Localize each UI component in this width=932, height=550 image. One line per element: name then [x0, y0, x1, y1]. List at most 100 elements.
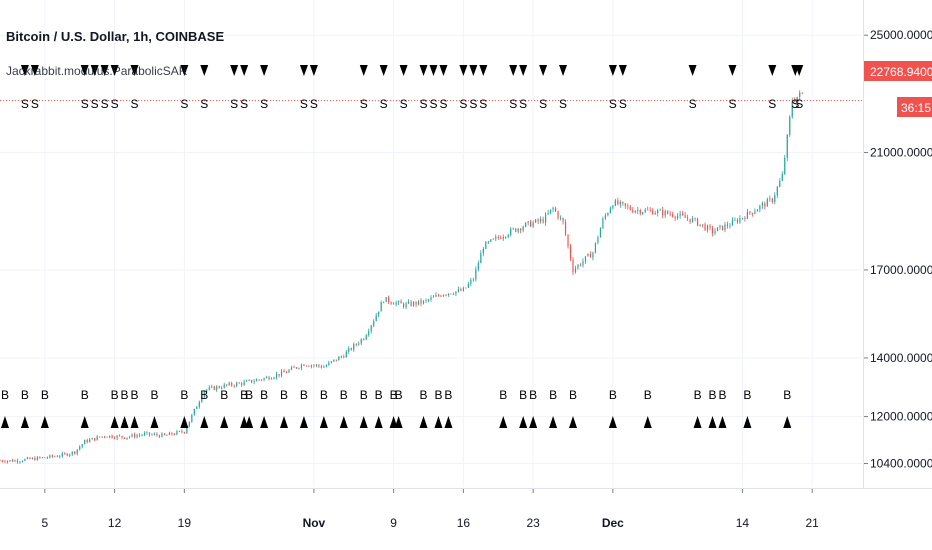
- buy-arrow: [444, 416, 453, 428]
- candle-body: [378, 311, 380, 316]
- buy-label: B: [111, 388, 119, 402]
- candle-body: [784, 157, 786, 175]
- candle-body: [86, 439, 88, 443]
- candle-body: [629, 206, 631, 210]
- buy-arrow: [608, 416, 617, 428]
- sell-label: S: [619, 97, 627, 111]
- sell-label: S: [768, 97, 776, 111]
- candle-body: [415, 301, 417, 305]
- candle-body: [691, 218, 694, 223]
- candle-body: [16, 460, 19, 463]
- chart-title: Bitcoin / U.S. Dollar, 1h, COINBASE: [6, 29, 224, 44]
- candle-body: [208, 387, 210, 390]
- candle-body: [370, 325, 372, 332]
- candle-body: [353, 344, 355, 350]
- candle-body: [776, 186, 778, 196]
- candle-body: [452, 294, 455, 295]
- candle-body: [716, 227, 719, 232]
- sell-arrow: [130, 65, 139, 76]
- candle-body: [148, 432, 151, 435]
- candle-body: [634, 210, 636, 213]
- time-tick-label: 12: [108, 516, 122, 530]
- candle-body: [761, 203, 763, 206]
- sell-label: S: [689, 97, 697, 111]
- sell-arrow: [299, 65, 308, 76]
- candle-body: [74, 451, 76, 454]
- candle-body: [231, 382, 233, 386]
- candle-body: [512, 228, 514, 230]
- candle-body: [649, 209, 651, 211]
- candle-body: [114, 437, 116, 439]
- sell-label: S: [420, 97, 428, 111]
- buy-arrow: [394, 416, 403, 428]
- candle-body: [138, 435, 141, 436]
- buy-label: B: [360, 388, 368, 402]
- sell-arrow: [359, 65, 368, 76]
- candle-body: [178, 431, 180, 432]
- buy-label: B: [121, 388, 129, 402]
- candle-body: [475, 269, 477, 280]
- candle-body: [1, 460, 4, 462]
- candle-body: [123, 437, 126, 439]
- time-tick-label: 19: [178, 516, 192, 530]
- candle-body: [789, 116, 791, 135]
- candle-body: [111, 435, 113, 438]
- candle-body: [769, 198, 771, 200]
- candle-body: [500, 237, 502, 239]
- time-axis[interactable]: 5 12 19 Nov 9 16 23 Dec 14 21: [42, 489, 820, 530]
- sell-label: S: [459, 97, 467, 111]
- candle-body: [430, 297, 432, 300]
- candle-body: [744, 217, 746, 219]
- sell-label: S: [21, 97, 29, 111]
- candle-body: [196, 406, 198, 410]
- buy-label: B: [180, 388, 188, 402]
- candle-body: [701, 224, 704, 226]
- candle-body: [796, 96, 798, 102]
- sell-arrow: [608, 65, 617, 76]
- candle-body: [602, 218, 604, 229]
- buy-arrow: [743, 416, 752, 428]
- candle-body: [348, 348, 350, 352]
- candle-body: [183, 432, 185, 433]
- candle-body: [393, 303, 395, 305]
- sell-label: S: [429, 97, 437, 111]
- price-tick-label: 25000.0000: [870, 28, 932, 42]
- buy-label: B: [280, 388, 288, 402]
- buy-label: B: [1, 388, 9, 402]
- candle-body: [109, 435, 111, 438]
- candle-body: [158, 435, 161, 438]
- candle-body: [425, 299, 427, 301]
- candle-body: [402, 303, 405, 308]
- last-price-value: 22768.9400: [870, 65, 932, 79]
- candle-body: [736, 219, 739, 223]
- sell-arrow: [110, 65, 119, 76]
- candle-body: [298, 368, 300, 369]
- candle-body: [295, 367, 298, 369]
- candle-body: [569, 246, 572, 260]
- candle-body: [216, 386, 218, 390]
- candle-body: [674, 216, 676, 219]
- candle-body: [549, 209, 552, 213]
- candle-body: [779, 180, 781, 187]
- candle-body: [420, 300, 422, 304]
- price-axis[interactable]: 25000.0000 21000.0000 17000.0000 14000.0000…: [864, 28, 932, 471]
- time-tick-label: 21: [805, 516, 819, 530]
- candle-body: [594, 242, 597, 253]
- candle-body: [801, 92, 803, 94]
- candle-body: [328, 362, 330, 366]
- candle-body: [365, 335, 367, 340]
- buy-label: B: [41, 388, 49, 402]
- candle-body: [537, 219, 539, 222]
- sell-label: S: [795, 97, 803, 111]
- candle-body: [756, 209, 758, 212]
- buy-arrow: [20, 416, 29, 428]
- candle-body: [437, 295, 440, 296]
- candle-body: [497, 236, 499, 238]
- candle-body: [104, 436, 106, 438]
- candle-body: [191, 414, 193, 422]
- candle-body: [186, 427, 188, 433]
- candle-body: [739, 218, 741, 223]
- candle-body: [94, 438, 96, 441]
- buy-arrow: [339, 416, 348, 428]
